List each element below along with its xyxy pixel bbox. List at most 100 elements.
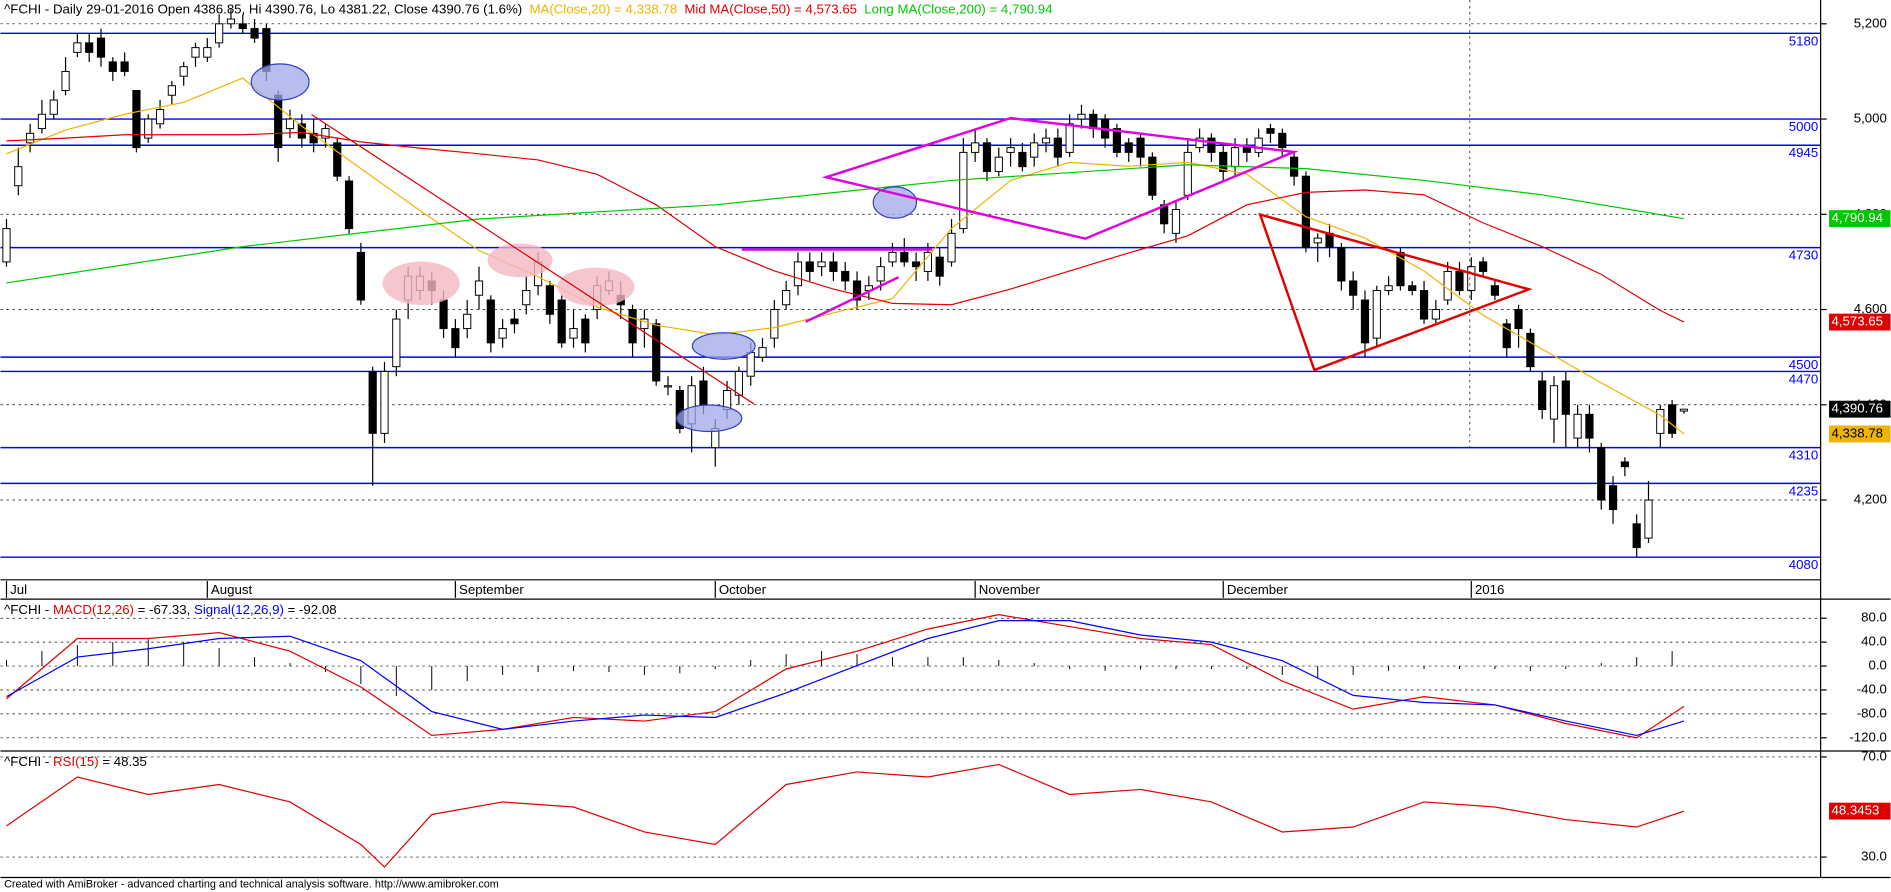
candle-body: [1195, 137, 1204, 149]
candle-body: [959, 151, 968, 230]
y-tick-label: -80.0: [1857, 705, 1887, 720]
candle-body: [782, 290, 791, 306]
level-label: 5180: [1789, 33, 1818, 48]
candle-body: [486, 299, 495, 344]
candle-body: [108, 61, 117, 72]
candle-body: [510, 318, 519, 325]
highlight: [382, 261, 460, 305]
candle-body: [1419, 290, 1429, 320]
y-tick-label: 40.0: [1861, 634, 1887, 649]
candle-body: [994, 156, 1003, 172]
series-line: [6, 763, 1685, 868]
value-badge-label: 4,790.94: [1831, 210, 1883, 225]
level-label: 5000: [1789, 119, 1818, 134]
triangle-pattern: [1258, 212, 1533, 372]
candle-body: [297, 123, 306, 139]
candle-body: [1112, 128, 1122, 153]
candle-body: [285, 118, 295, 130]
candle-body: [982, 142, 992, 172]
candle-body: [274, 94, 283, 149]
candle-body: [1573, 413, 1582, 439]
candle-body: [1632, 523, 1641, 549]
candle-body: [1479, 261, 1488, 272]
candle-body: [923, 251, 932, 272]
candle-body: [971, 142, 980, 153]
candle-body: [652, 323, 661, 382]
title-text: ^FCHI - Daily 29-01-2016 Open 4386.85, H…: [4, 1, 522, 16]
legend-value: = -92.08: [284, 601, 337, 616]
trend-line: [311, 114, 755, 405]
candle-body: [852, 280, 862, 301]
candle-body: [522, 290, 531, 306]
candle-body: [758, 347, 767, 358]
candle-body: [746, 351, 755, 377]
series-line: [6, 77, 1685, 435]
candle-body: [1360, 299, 1370, 344]
value-badge: [1829, 802, 1891, 820]
level-label: 4235: [1789, 483, 1818, 498]
candle-body: [392, 318, 401, 368]
candle-body: [61, 70, 70, 91]
candle-body: [1219, 151, 1228, 172]
series-line: [6, 131, 1685, 323]
candle-body: [1620, 461, 1629, 468]
candle-body: [203, 47, 212, 58]
diamond-pattern: [821, 116, 1299, 240]
candle-body: [663, 385, 673, 388]
candle-body: [1679, 408, 1689, 412]
value-badge-label: 48.3453: [1831, 803, 1879, 818]
x-tick-label: November: [979, 582, 1041, 597]
candle-body: [911, 261, 921, 268]
value-badge-label: 4,573.65: [1831, 314, 1883, 329]
y-tick-label: 5,200: [1854, 15, 1887, 30]
candle-body: [1006, 147, 1015, 153]
candle-body: [226, 18, 236, 25]
candle-body: [1443, 270, 1452, 301]
candle-body: [144, 118, 153, 139]
highlight: [250, 63, 310, 101]
candle-body: [699, 380, 708, 406]
candle-body: [1408, 285, 1417, 291]
candle-body: [900, 251, 909, 263]
x-tick-label: October: [719, 582, 767, 597]
x-tick-label: September: [459, 582, 524, 597]
y-tick-label: -120.0: [1849, 729, 1887, 744]
highlight: [487, 243, 553, 278]
candle-body: [1290, 156, 1299, 177]
candle-body: [1254, 137, 1263, 153]
candle-body: [1490, 285, 1500, 296]
candle-body: [37, 113, 47, 130]
candle-body: [1656, 409, 1665, 434]
candle-body: [817, 261, 826, 268]
candle-body: [439, 299, 448, 330]
candle-body: [120, 61, 129, 72]
candle-body: [770, 309, 779, 339]
level-label: 4080: [1789, 557, 1818, 572]
annotations: [250, 0, 1533, 453]
candle-body: [321, 128, 330, 139]
series-line: [6, 620, 1685, 737]
candle-body: [841, 270, 850, 282]
candle-body: [1561, 380, 1570, 415]
candle-body: [238, 23, 247, 30]
highlight: [872, 186, 918, 219]
candle-body: [474, 280, 484, 296]
candle-body: [1053, 137, 1062, 158]
x-tick-label: 2016: [1475, 582, 1504, 597]
y-tick-label: 70.0: [1861, 748, 1887, 763]
level-label: 4945: [1789, 145, 1818, 160]
candle-body: [805, 261, 814, 272]
title-text: ^FCHI -: [4, 601, 53, 616]
candle-body: [1644, 499, 1653, 539]
candle-body: [581, 318, 590, 344]
legend-entry: Long MA(Close,200) = 4,790.94: [864, 1, 1052, 16]
y-tick-label: 0.0: [1868, 658, 1886, 673]
value-badge-label: 4,390.76: [1831, 401, 1883, 416]
candle-body: [1230, 147, 1240, 168]
candle-body: [1018, 151, 1027, 168]
pane-title: ^FCHI - Daily 29-01-2016 Open 4386.85, H…: [4, 1, 1052, 16]
candle-body: [1608, 485, 1618, 511]
candle-body: [1077, 113, 1086, 120]
candle-body: [309, 132, 318, 144]
